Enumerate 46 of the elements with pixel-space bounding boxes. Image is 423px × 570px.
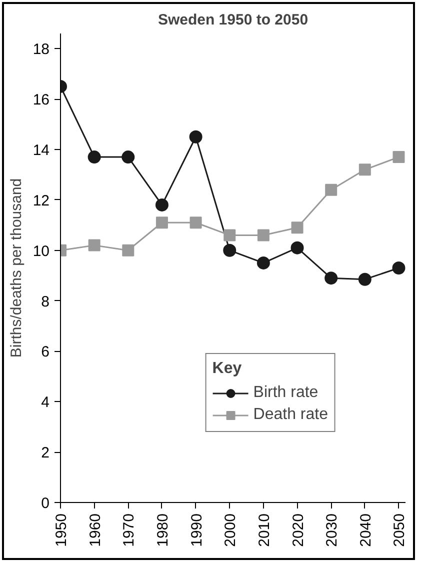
chart-title: Sweden 1950 to 2050: [158, 12, 308, 28]
point: [392, 151, 405, 164]
point: [358, 272, 372, 286]
point: [189, 130, 202, 144]
y-tick-label: 6: [41, 344, 50, 361]
x-tick-label: 2040: [357, 513, 374, 547]
point: [122, 244, 134, 256]
point: [224, 229, 236, 242]
point: [358, 164, 371, 176]
point: [256, 256, 270, 270]
x-tick-label: 1970: [120, 513, 138, 547]
y-tick-label: 4: [41, 394, 50, 412]
point: [257, 229, 270, 242]
x-tick-label: 2050: [391, 513, 408, 547]
y-tick-label: 10: [32, 242, 50, 260]
y-tick-label: 18: [32, 41, 50, 58]
y-tick-label: 16: [32, 92, 50, 109]
legend-label: Birth rate: [253, 384, 318, 402]
point: [88, 150, 101, 164]
x-tick-label: 2030: [324, 513, 341, 547]
x-tick-label: 2010: [256, 513, 273, 547]
y-tick-label: 12: [32, 192, 50, 210]
point: [291, 222, 304, 234]
point: [190, 216, 202, 229]
point: [324, 272, 338, 285]
y-tick-label: 14: [32, 142, 50, 159]
point: [122, 150, 135, 164]
x-tick-label: 1980: [154, 513, 172, 547]
point: [325, 184, 338, 196]
legend-title: Key: [212, 360, 243, 378]
y-axis-title: Births/deaths per thousand: [8, 178, 25, 358]
point: [392, 262, 406, 274]
y-tick-label: 8: [41, 293, 50, 310]
y-tick-label: 2: [41, 444, 50, 462]
point: [223, 244, 236, 257]
x-tick-label: 1960: [86, 513, 104, 547]
x-tick-label: 2020: [290, 513, 307, 547]
point: [290, 241, 304, 254]
point: [88, 239, 100, 252]
x-tick-label: 2000: [222, 513, 240, 547]
point: [156, 216, 168, 229]
point: [155, 198, 168, 212]
y-tick-label: 0: [41, 495, 50, 512]
legend-label: Death rate: [253, 406, 328, 424]
x-tick-label: 1990: [188, 513, 206, 547]
x-tick-label: 1950: [53, 513, 70, 547]
